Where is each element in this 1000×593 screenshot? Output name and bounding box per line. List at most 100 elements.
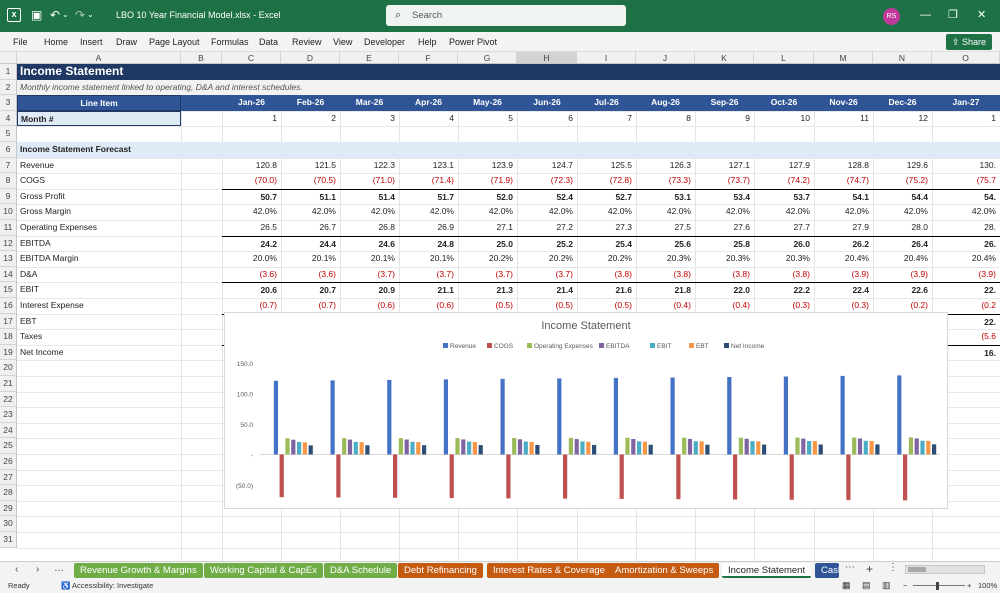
- quick-access-menu-icon[interactable]: ⌄: [87, 10, 94, 19]
- minimize-icon[interactable]: —: [920, 9, 931, 21]
- autosave-icon[interactable]: ▣: [31, 8, 43, 22]
- sheet-options-icon[interactable]: ⋮: [888, 562, 898, 573]
- row-header-15[interactable]: 15: [0, 282, 17, 298]
- column-header-f[interactable]: F: [399, 52, 458, 64]
- undo-icon[interactable]: ↶: [50, 8, 61, 22]
- accessibility-status[interactable]: Accessibility: Investigate: [72, 581, 154, 590]
- more-tabs-right-icon[interactable]: ⋯: [845, 562, 855, 573]
- row-header-24[interactable]: 24: [0, 422, 17, 439]
- sheet-tab-income-statement[interactable]: Income Statement: [722, 563, 812, 578]
- column-header-j[interactable]: J: [636, 52, 695, 64]
- search-box[interactable]: ⌕ Search: [386, 5, 626, 26]
- row-header-20[interactable]: 20: [0, 360, 17, 376]
- row-header-19[interactable]: 19: [0, 344, 17, 361]
- row-header-17[interactable]: 17: [0, 313, 17, 330]
- zoom-level[interactable]: 100%: [978, 581, 998, 590]
- row-header-8[interactable]: 8: [0, 173, 17, 189]
- sheet-tab-d-a-schedule[interactable]: D&A Schedule: [324, 563, 398, 578]
- column-header-h[interactable]: H: [517, 52, 577, 64]
- row-header-12[interactable]: 12: [0, 235, 17, 252]
- zoom-slider[interactable]: [913, 585, 965, 586]
- column-header-g[interactable]: G: [458, 52, 517, 64]
- column-header-c[interactable]: C: [222, 52, 281, 64]
- column-header-k[interactable]: K: [695, 52, 754, 64]
- row-header-5[interactable]: 5: [0, 126, 17, 142]
- column-header-n[interactable]: N: [873, 52, 932, 64]
- row-header-9[interactable]: 9: [0, 188, 17, 205]
- page-layout-view-icon[interactable]: ▤: [862, 580, 871, 590]
- sheet-tab-debt-refinancing[interactable]: Debt Refinancing: [398, 563, 483, 578]
- page-break-view-icon[interactable]: ▥: [882, 580, 891, 590]
- tab-developer[interactable]: Developer: [364, 37, 406, 47]
- row-header-3[interactable]: 3: [0, 95, 17, 111]
- row-header-21[interactable]: 21: [0, 376, 17, 392]
- zoom-in-icon[interactable]: +: [967, 581, 972, 590]
- add-sheet-icon[interactable]: +: [866, 562, 874, 576]
- zoom-slider-thumb[interactable]: [936, 582, 939, 590]
- row-header-26[interactable]: 26: [0, 454, 17, 470]
- tab-insert[interactable]: Insert: [80, 37, 103, 47]
- column-header-l[interactable]: L: [754, 52, 814, 64]
- sheet-tab-cash[interactable]: Cash: [815, 563, 839, 578]
- undo-dropdown-icon[interactable]: ⌄: [62, 10, 69, 19]
- income-statement-chart[interactable]: Income Statement Revenue COGS Operating Exp…: [224, 312, 948, 509]
- column-header-m[interactable]: M: [814, 52, 873, 64]
- more-tabs-left-icon[interactable]: …: [54, 563, 64, 574]
- column-header-o[interactable]: O: [932, 52, 1000, 64]
- zoom-out-icon[interactable]: −: [903, 581, 908, 590]
- restore-icon[interactable]: ❐: [948, 9, 958, 21]
- tab-review[interactable]: Review: [292, 37, 322, 47]
- scroll-tabs-right-icon[interactable]: ›: [36, 564, 40, 575]
- row-header-1[interactable]: 1: [0, 64, 17, 80]
- row-header-10[interactable]: 10: [0, 204, 17, 220]
- row-header-29[interactable]: 29: [0, 500, 17, 517]
- column-header-e[interactable]: E: [340, 52, 399, 64]
- tab-home[interactable]: Home: [44, 37, 69, 47]
- sheet-tab-revenue-growth-margins[interactable]: Revenue Growth & Margins: [74, 563, 203, 578]
- row-header-28[interactable]: 28: [0, 485, 17, 501]
- row-header-2[interactable]: 2: [0, 79, 17, 96]
- row-header-18[interactable]: 18: [0, 329, 17, 345]
- sheet-tab-amortization-sweeps[interactable]: Amortization & Sweeps: [609, 563, 720, 578]
- row-header-30[interactable]: 30: [0, 516, 17, 532]
- tab-draw[interactable]: Draw: [116, 37, 138, 47]
- table-cell: 42.0%: [370, 206, 395, 217]
- row-header-6[interactable]: 6: [0, 142, 17, 158]
- row-header-25[interactable]: 25: [0, 438, 17, 454]
- row-header-11[interactable]: 11: [0, 220, 17, 236]
- tab-formulas[interactable]: Formulas: [211, 37, 249, 47]
- column-header-b[interactable]: B: [181, 52, 222, 64]
- row-header-7[interactable]: 7: [0, 157, 17, 174]
- sheet-tab-working-capital-capex[interactable]: Working Capital & CapEx: [204, 563, 324, 578]
- tab-file[interactable]: File: [13, 37, 28, 47]
- column-header-d[interactable]: D: [281, 52, 340, 64]
- sheet-tab-interest-rates-coverage[interactable]: Interest Rates & Coverage: [487, 563, 611, 578]
- row-header-27[interactable]: 27: [0, 469, 17, 486]
- column-header-a[interactable]: A: [17, 52, 181, 64]
- normal-view-icon[interactable]: ▦: [842, 580, 851, 590]
- bar-net-income: [365, 445, 370, 455]
- row-header-31[interactable]: 31: [0, 532, 17, 548]
- share-button[interactable]: ⇪ Share: [945, 34, 992, 50]
- tab-data[interactable]: Data: [259, 37, 279, 47]
- tab-power-pivot[interactable]: Power Pivot: [449, 37, 498, 47]
- scrollbar-thumb[interactable]: [908, 567, 926, 572]
- select-all-corner[interactable]: [0, 52, 17, 64]
- tab-page-layout[interactable]: Page Layout: [149, 37, 200, 47]
- horizontal-scrollbar[interactable]: [905, 565, 985, 574]
- bar-revenue: [670, 377, 675, 455]
- redo-icon[interactable]: ↷: [75, 8, 86, 22]
- column-header-i[interactable]: I: [577, 52, 636, 64]
- row-header-14[interactable]: 14: [0, 266, 17, 283]
- table-cell: 21.1: [399, 282, 458, 298]
- row-header-23[interactable]: 23: [0, 407, 17, 423]
- row-header-4[interactable]: 4: [0, 110, 17, 127]
- close-icon[interactable]: ✕: [977, 9, 987, 21]
- row-header-16[interactable]: 16: [0, 298, 17, 314]
- tab-view[interactable]: View: [333, 37, 353, 47]
- scroll-tabs-left-icon[interactable]: ‹: [15, 564, 19, 575]
- avatar[interactable]: RS: [883, 8, 900, 25]
- row-header-22[interactable]: 22: [0, 391, 17, 408]
- tab-help[interactable]: Help: [418, 37, 437, 47]
- row-header-13[interactable]: 13: [0, 251, 17, 267]
